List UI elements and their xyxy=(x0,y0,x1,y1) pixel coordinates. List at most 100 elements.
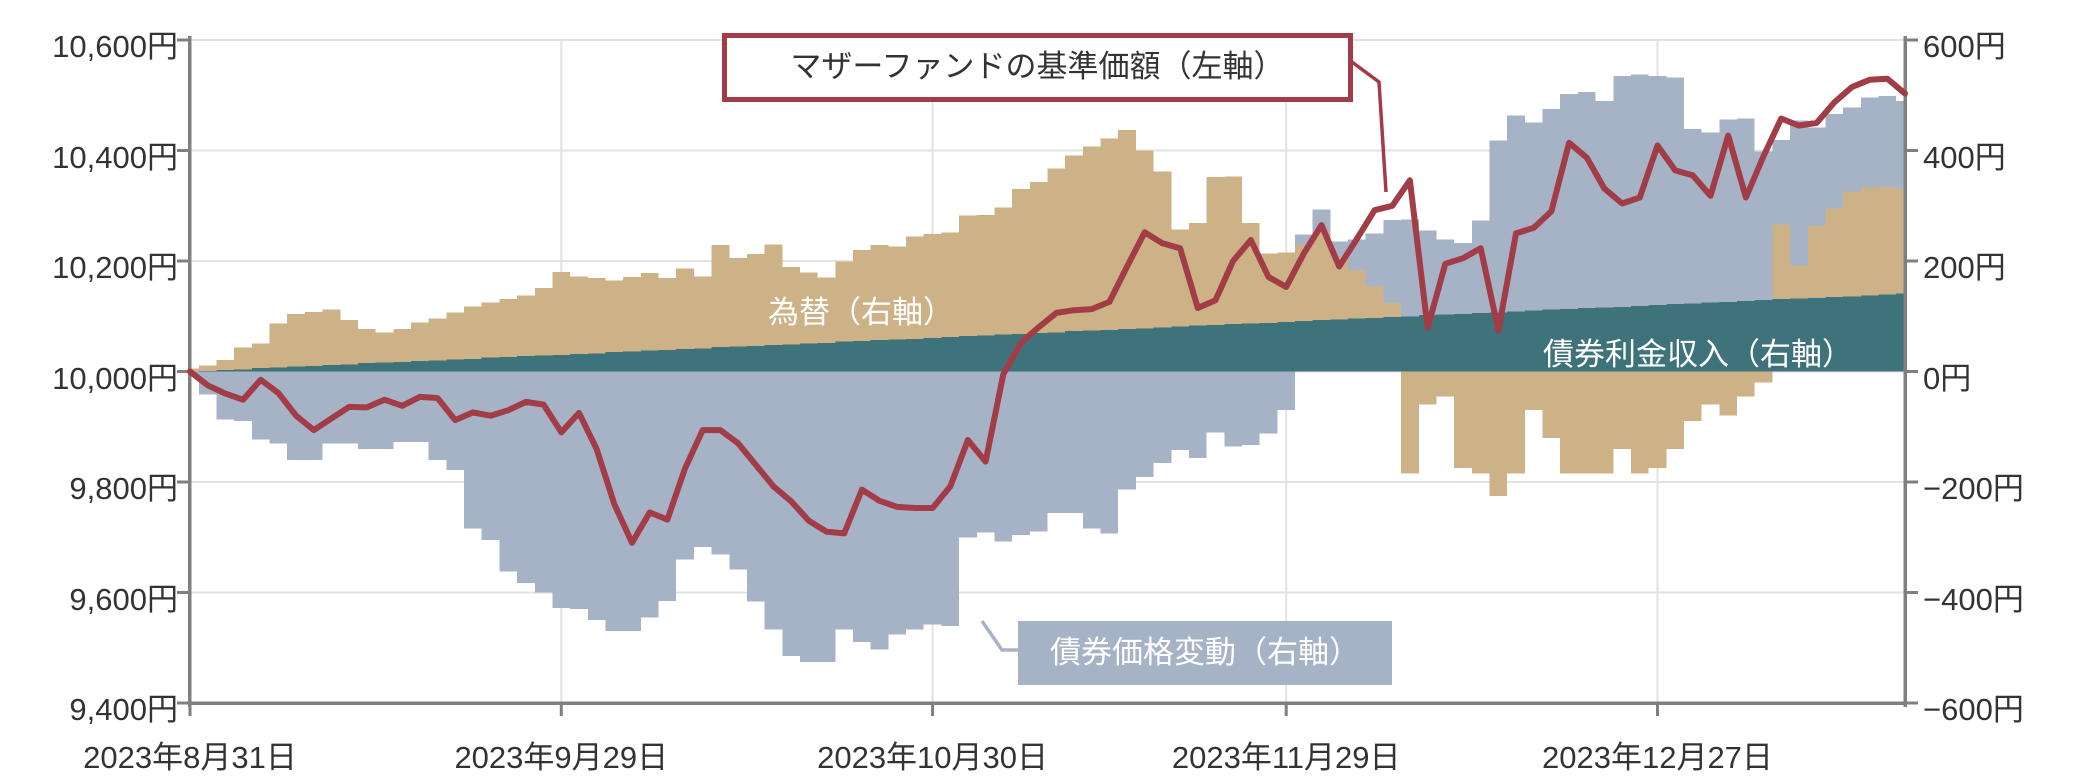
bar-segment xyxy=(1348,269,1366,319)
bar-segment xyxy=(906,371,924,630)
price-label-connector xyxy=(980,620,1018,652)
bar-segment xyxy=(464,371,482,529)
bar-segment xyxy=(1224,371,1242,447)
left-tick xyxy=(177,259,189,263)
bar-segment xyxy=(251,343,270,369)
bar-segment xyxy=(764,371,783,630)
bar-segment xyxy=(817,277,836,343)
bar-segment xyxy=(1613,75,1631,307)
bar-segment xyxy=(428,360,447,372)
bar-segment xyxy=(923,337,942,372)
coupon-series-label: 債券利金収入（右軸） xyxy=(1543,337,1853,372)
bar-segment xyxy=(1577,371,1596,474)
bar-segment xyxy=(1542,371,1561,438)
bar-segment xyxy=(1135,328,1154,372)
bar-segment xyxy=(304,371,323,460)
bar-segment xyxy=(1560,371,1578,474)
bar-segment xyxy=(269,371,288,444)
bar-segment xyxy=(1754,151,1773,301)
x-tick xyxy=(1655,703,1659,716)
bar-segment xyxy=(1719,119,1738,302)
right-tick xyxy=(1906,370,1918,373)
bar-segment xyxy=(853,371,871,643)
bar-segment xyxy=(287,314,305,367)
left-tick xyxy=(177,370,189,373)
bar-segment xyxy=(481,302,500,358)
bar-segment xyxy=(1224,323,1242,372)
bar-segment xyxy=(1878,186,1897,295)
right-tick xyxy=(1906,701,1918,705)
bar-segment xyxy=(517,371,535,584)
bar-segment xyxy=(570,353,588,372)
bar-segment xyxy=(1401,371,1419,474)
bar-segment xyxy=(1118,328,1136,372)
bar-segment xyxy=(357,363,376,372)
bar-segment xyxy=(1560,309,1578,372)
left-tick xyxy=(177,701,189,705)
bar-segment xyxy=(1737,300,1755,372)
x-tick xyxy=(188,703,192,716)
bar-segment xyxy=(1312,209,1331,232)
bar-segment xyxy=(1507,311,1525,372)
bar-segment xyxy=(1471,312,1490,372)
bar-segment xyxy=(552,272,571,355)
bar-segment xyxy=(1082,371,1101,529)
bar-segment xyxy=(1896,188,1905,294)
bar-segment xyxy=(1683,371,1702,422)
bar-segment xyxy=(1047,371,1066,513)
bar-segment xyxy=(1560,94,1578,310)
x-axis-label: 2023年8月31日 xyxy=(83,740,297,775)
bar-segment xyxy=(1401,219,1419,317)
bar-segment xyxy=(1595,371,1614,474)
x-axis-label: 2023年12月27日 xyxy=(1542,740,1773,775)
bar-segment xyxy=(251,368,270,372)
bar-segment xyxy=(1241,371,1260,445)
y-axis-label-right: 400円 xyxy=(1923,139,2006,175)
bar-segment xyxy=(1330,319,1349,372)
bar-segment xyxy=(1259,371,1278,434)
bar-segment xyxy=(1100,330,1119,372)
bar-segment xyxy=(304,365,323,372)
bar-segment xyxy=(1436,371,1455,397)
bar-segment xyxy=(1135,371,1154,478)
bar-segment xyxy=(499,371,518,572)
bar-segment xyxy=(304,311,323,366)
bar-segment xyxy=(517,356,535,372)
price-series-label: 債券価格変動（右軸） xyxy=(1050,635,1360,670)
nav-line xyxy=(187,75,1908,546)
bar-segment xyxy=(481,371,500,541)
bar-segment xyxy=(1153,327,1172,372)
bar-segment xyxy=(1383,316,1402,372)
bar-segment xyxy=(1383,302,1402,317)
bar-segment xyxy=(888,246,907,340)
bar-segment xyxy=(693,371,712,548)
bar-segment xyxy=(1065,371,1083,513)
bar-segment xyxy=(1772,299,1791,372)
bar-segment xyxy=(1825,114,1844,209)
bar-segment xyxy=(499,357,518,372)
bar-segment xyxy=(1082,146,1101,331)
bar-segment xyxy=(1312,231,1331,321)
bar-segment xyxy=(1843,191,1861,297)
bar-segment xyxy=(517,295,535,357)
bar-segment xyxy=(1843,296,1861,372)
bar-segment xyxy=(870,340,889,372)
bar-segment xyxy=(1436,314,1455,372)
nav-annotation-box: マザーファンドの基準価額（左軸） xyxy=(722,33,1353,102)
bar-segment xyxy=(234,369,252,372)
bar-segment xyxy=(1259,322,1278,372)
bar-segment xyxy=(1206,325,1225,372)
bar-segment xyxy=(1029,371,1048,532)
y-axis-label-left: 9,400円 xyxy=(69,692,178,727)
bar-segment xyxy=(906,338,924,372)
bar-segment xyxy=(1047,332,1066,372)
bar-segment xyxy=(1082,330,1101,372)
bar-segment xyxy=(340,364,358,372)
bar-segment xyxy=(1171,326,1189,372)
bar-segment xyxy=(782,267,800,345)
bar-segment xyxy=(1330,257,1349,320)
bar-segment xyxy=(623,277,641,352)
bar-segment xyxy=(1471,371,1490,474)
bar-segment xyxy=(1524,310,1543,372)
bar-segment xyxy=(1701,302,1720,372)
